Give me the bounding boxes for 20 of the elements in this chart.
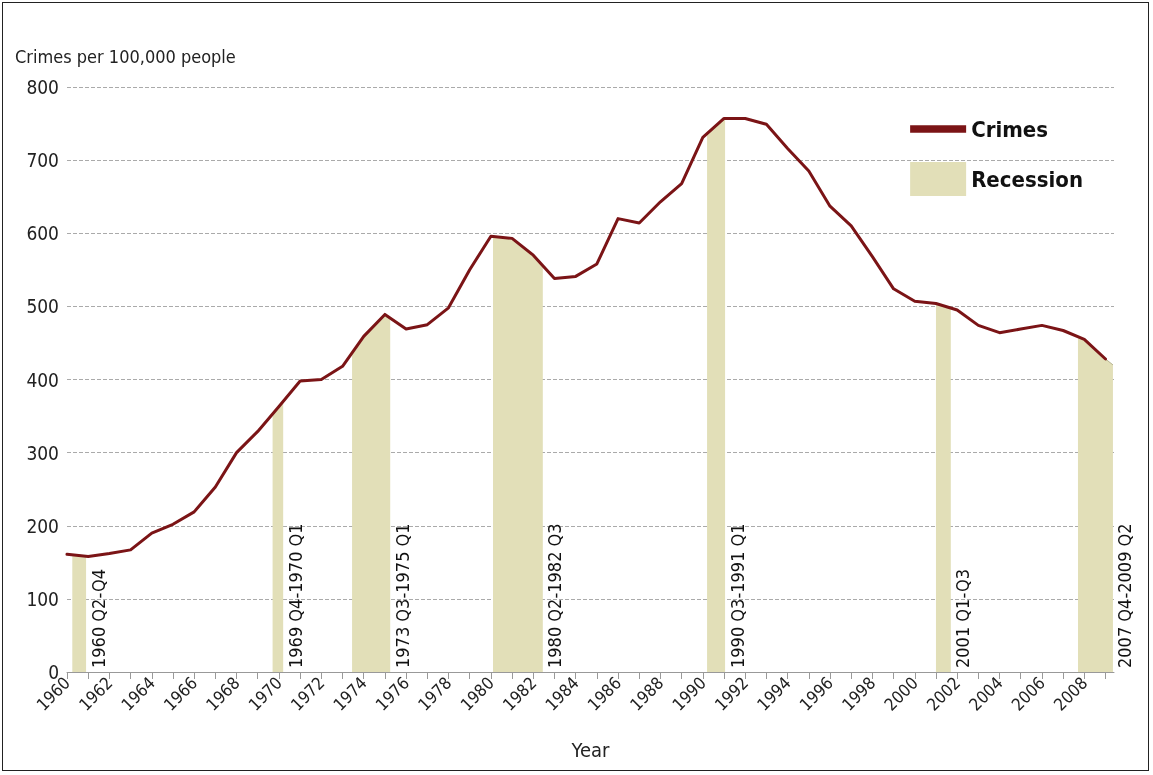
x-axis-title: Year (570, 738, 611, 762)
y-tick-label: 600 (26, 222, 59, 245)
legend-label: Recession (971, 166, 1084, 192)
y-tick-label: 500 (26, 295, 59, 318)
annotation: 1960 Q2-Q4 (87, 569, 109, 668)
y-tick-label: 300 (26, 441, 59, 464)
y-axis-title: Crimes per 100,000 people (15, 45, 236, 67)
y-tick-label: 100 (26, 587, 59, 610)
annotation: 2007 Q4-2009 Q2 (1114, 523, 1136, 668)
annotation: 1980 Q2-1982 Q3 (544, 523, 566, 668)
y-tick-label: 200 (26, 514, 59, 537)
annotation: 1969 Q4-1970 Q1 (284, 523, 306, 668)
y-tick-label: 700 (26, 149, 59, 172)
annotation: 1990 Q3-1991 Q1 (726, 523, 748, 668)
y-tick-label: 0 (48, 661, 59, 683)
y-tick-label: 400 (26, 368, 59, 391)
annotation: 1973 Q3-1975 Q1 (391, 523, 413, 668)
y-tick-label: 800 (26, 76, 59, 98)
legend-label: Crimes (971, 116, 1049, 142)
annotation: 2001 Q1-Q3 (952, 569, 974, 668)
